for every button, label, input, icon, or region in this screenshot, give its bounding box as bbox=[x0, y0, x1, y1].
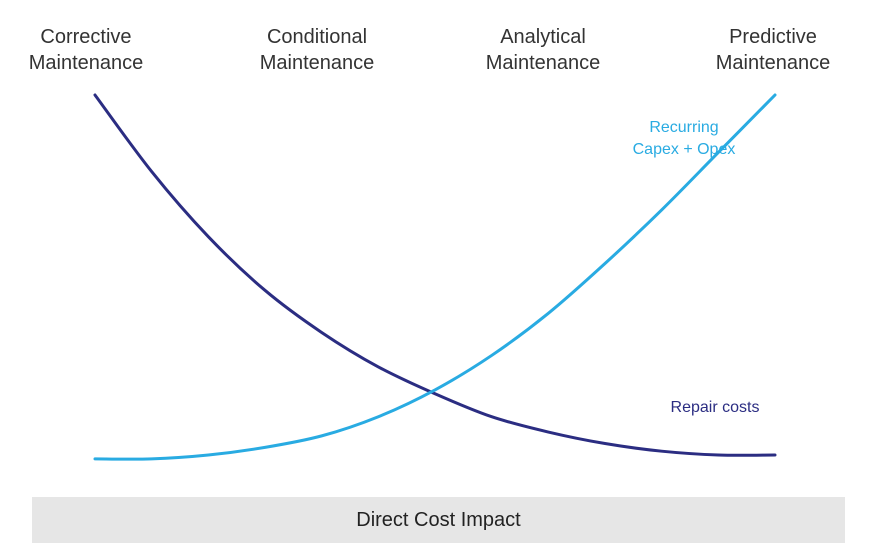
series-line-1 bbox=[93, 93, 777, 461]
x-axis-label: Direct Cost Impact bbox=[356, 508, 521, 531]
series-line-0 bbox=[93, 93, 777, 457]
x-axis-bar: Direct Cost Impact bbox=[32, 497, 845, 543]
category-label-corrective: Corrective Maintenance bbox=[28, 26, 144, 74]
series-label-recurring: Recurring Capex + Opex bbox=[632, 119, 736, 158]
series-label-repair: Repair costs bbox=[670, 399, 760, 416]
category-label-predictive: Predictive Maintenance bbox=[715, 26, 831, 74]
category-label-conditional: Conditional Maintenance bbox=[259, 26, 375, 74]
category-label-analytical: Analytical Maintenance bbox=[485, 26, 601, 74]
